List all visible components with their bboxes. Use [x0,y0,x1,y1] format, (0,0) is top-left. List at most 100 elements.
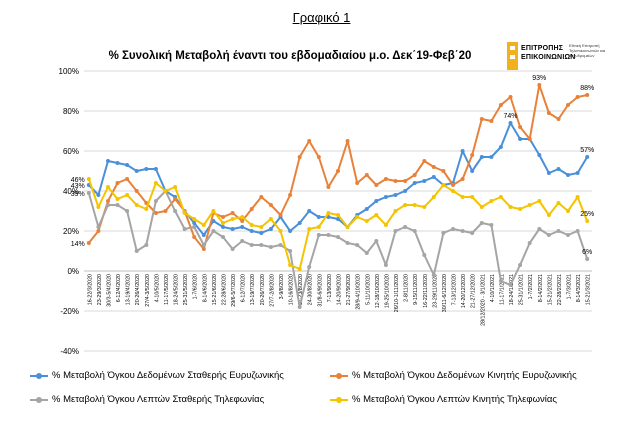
data-point [566,103,570,107]
data-point [125,193,130,197]
data-point [288,263,293,267]
data-point [345,139,350,143]
data-point [431,175,436,179]
y-tick-label: 40% [63,187,79,196]
legend-swatch [30,395,48,405]
data-point [259,195,264,199]
data-point [422,179,427,183]
x-tick-label: 12-18/10/2020 [375,274,381,308]
data-point [374,239,379,243]
data-point [326,211,331,215]
data-point [518,207,523,211]
data-point [374,183,379,187]
data-point [144,167,149,171]
data-point [316,225,321,229]
data-point [96,205,101,209]
data-point [115,181,120,185]
legend-label: % Μεταβολή Όγκου Λεπτών Κινητής Τηλεφωνί… [352,394,557,405]
data-point [230,211,235,215]
x-tick-label: 11-17/1/2021 [499,274,505,305]
data-point [240,219,245,223]
data-point [182,211,187,215]
x-tick-label: 13-19/7/2020 [250,274,256,305]
data-point [383,177,388,181]
data-point [297,155,302,159]
data-point [134,249,139,253]
y-tick-label: 100% [59,67,79,76]
data-point [364,219,369,223]
data-point [470,231,475,235]
data-label: 88% [580,85,594,92]
y-tick-label: 20% [63,227,79,236]
data-point [297,267,302,271]
data-point [441,183,446,187]
data-point [96,225,101,229]
logo-mark-icon [507,42,518,70]
data-point [556,229,561,233]
data-point [240,225,245,229]
data-point [230,247,235,251]
data-point [134,169,139,173]
legend-swatch [330,371,348,381]
data-point [288,249,293,253]
data-label: 39% [71,191,85,198]
data-point [537,83,542,87]
data-point [125,209,130,213]
x-tick-label: 21-27/12/2020 [471,274,477,308]
data-point [115,197,120,201]
data-point [144,207,149,211]
data-point [96,193,101,197]
x-tick-label: 23-29/11/2020 [432,274,438,308]
x-tick-label: 23-29/3/2020 [97,274,103,305]
x-tick-label: 16-22/3/2020 [87,274,93,305]
data-point [431,195,436,199]
data-point [470,169,475,173]
data-point [393,193,398,197]
data-point [259,231,264,235]
data-point [479,221,484,225]
data-point [422,205,427,209]
data-point [431,165,436,169]
x-tick-label: 16-22/11/2020 [423,274,429,308]
data-point [479,117,484,121]
data-point [240,239,245,243]
data-point [508,95,513,99]
x-tick-label: 4-10/1/2021 [490,274,496,302]
data-point [412,203,417,207]
data-point [297,305,302,309]
data-point [144,243,149,247]
data-label: 46% [71,177,85,184]
data-label: 25% [580,211,594,218]
x-tick-label: 6-12/7/2020 [241,274,247,302]
x-tick-label: 20-26/7/2020 [260,274,266,305]
data-point [508,121,513,125]
data-point [278,213,283,217]
data-point [201,247,206,251]
data-point [173,185,178,189]
data-point [537,199,542,203]
data-point [498,145,503,149]
data-point [441,231,446,235]
data-point [585,155,590,159]
data-point [566,233,570,237]
data-point [364,207,369,211]
data-point [489,119,494,123]
data-point [441,169,446,173]
data-point [221,225,225,229]
x-tick-label: 19-25/10/2020 [384,274,390,308]
x-tick-label: 20-26/4/2020 [135,274,141,305]
x-tick-label: 15-21/2/2021 [547,274,553,305]
data-point [173,209,178,213]
data-point [173,197,178,201]
data-point [498,103,503,107]
data-point [259,225,264,229]
x-tick-label: 15-21/6/2020 [212,274,218,305]
data-point [278,243,283,247]
x-tick-label: 4-10/5/2020 [154,274,160,302]
data-point [86,241,91,245]
eett-logo: ΕΠΙΤΡΟΠΗΣ ΕΠΙΚΟΙΝΩΝΙΩΝ Εθνική Επιτροπή Τ… [507,38,617,74]
data-point [115,203,120,207]
x-tick-label: 27/4-3/5/2020 [145,274,151,307]
data-point [211,209,216,213]
data-point [546,111,551,115]
